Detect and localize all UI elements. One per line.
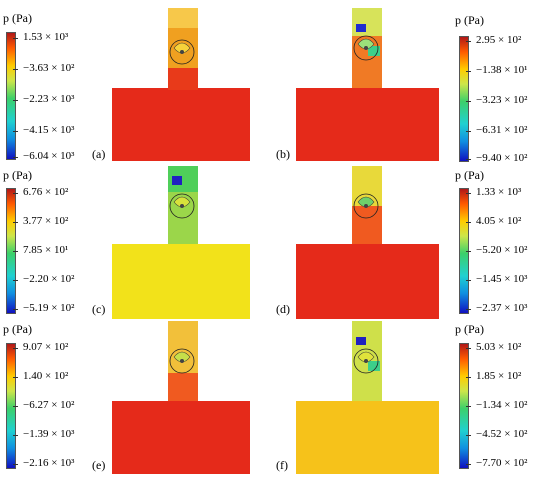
- unit-label-b: p (Pa): [455, 13, 484, 27]
- unit-label-a: p (Pa): [3, 11, 32, 25]
- panel-label-d: (d): [276, 302, 290, 316]
- panel-label-f: (f): [276, 458, 288, 472]
- panel-label-a: (a): [92, 147, 106, 161]
- tick-d-3: −1.45 × 10³: [465, 273, 528, 285]
- tick-e-2: −6.27 × 10²: [12, 399, 75, 411]
- panel-label-c: (c): [92, 302, 106, 316]
- unit-label-d: p (Pa): [455, 168, 484, 182]
- tick-b-2: −3.23 × 10²: [465, 94, 528, 106]
- tick-d-4: −2.37 × 10³: [465, 302, 528, 314]
- tick-f-3: −4.52 × 10²: [465, 428, 528, 440]
- tick-a-0: 1.53 × 10³: [12, 31, 69, 43]
- contour-plot-a: [112, 8, 250, 161]
- panel-label-e: (e): [92, 458, 106, 472]
- tick-e-3: −1.39 × 10³: [12, 428, 75, 440]
- tick-b-0: 2.95 × 10²: [465, 34, 522, 46]
- tick-a-2: −2.23 × 10³: [12, 93, 75, 105]
- tick-a-3: −4.15 × 10³: [12, 124, 75, 136]
- tick-b-3: −6.31 × 10²: [465, 124, 528, 136]
- tick-c-3: −2.20 × 10²: [12, 273, 75, 285]
- tick-f-4: −7.70 × 10²: [465, 457, 528, 469]
- tick-b-1: −1.38 × 10¹: [465, 64, 528, 76]
- colorbar-a: [6, 32, 16, 160]
- tick-f-0: 5.03 × 10²: [465, 341, 522, 353]
- contour-plot-f: [296, 321, 439, 474]
- unit-label-f: p (Pa): [455, 322, 484, 336]
- tick-c-1: 3.77 × 10²: [12, 215, 69, 227]
- tick-c-4: −5.19 × 10²: [12, 302, 75, 314]
- contour-plot-d: [296, 166, 439, 319]
- colorbar-b: [459, 36, 469, 162]
- tick-d-1: 4.05 × 10²: [465, 215, 522, 227]
- tick-f-1: 1.85 × 10²: [465, 370, 522, 382]
- tick-e-4: −2.16 × 10³: [12, 457, 75, 469]
- tick-e-1: 1.40 × 10²: [12, 370, 69, 382]
- contour-plot-e: [112, 321, 250, 474]
- tick-a-4: −6.04 × 10³: [12, 150, 75, 162]
- unit-label-c: p (Pa): [3, 168, 32, 182]
- tick-e-0: 9.07 × 10²: [12, 341, 69, 353]
- tick-d-0: 1.33 × 10³: [465, 186, 522, 198]
- tick-c-2: 7.85 × 10¹: [12, 244, 69, 256]
- contour-plot-b: [296, 8, 439, 161]
- tick-d-2: −5.20 × 10²: [465, 244, 528, 256]
- panel-label-b: (b): [276, 147, 290, 161]
- unit-label-e: p (Pa): [3, 322, 32, 336]
- tick-c-0: 6.76 × 10²: [12, 186, 69, 198]
- contour-plot-c: [112, 166, 250, 319]
- tick-f-2: −1.34 × 10²: [465, 399, 528, 411]
- tick-a-1: −3.63 × 10²: [12, 62, 75, 74]
- tick-b-4: −9.40 × 10²: [465, 152, 528, 164]
